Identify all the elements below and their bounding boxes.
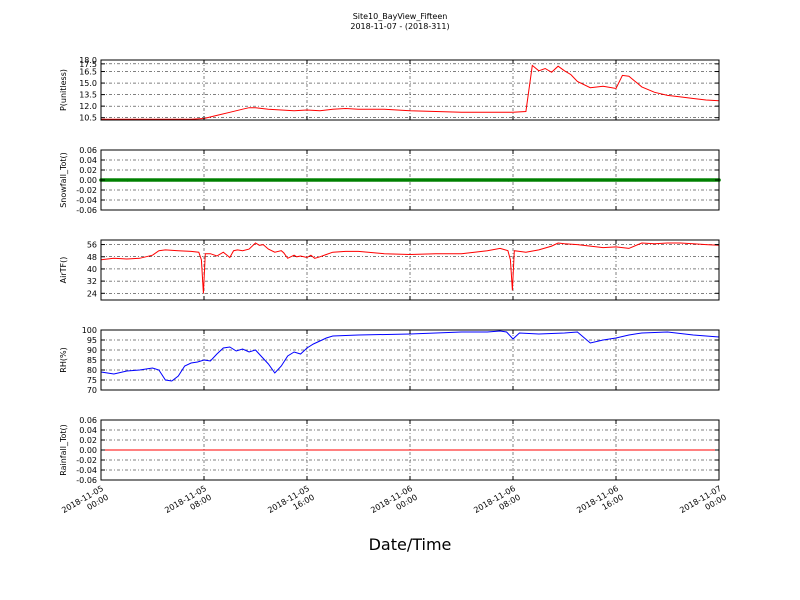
y-tick-label: 12.0 <box>79 102 97 111</box>
y-tick-label: 0.06 <box>79 146 97 155</box>
y-tick-label: -0.04 <box>76 196 97 205</box>
figure-title: Site10_BayView_Fifteen <box>353 12 448 21</box>
panel-1: 18.017.516.5 15.0 13.5 12.0 10.5 P(unitless) <box>59 56 720 123</box>
y-tick-label: 0.06 <box>79 416 97 425</box>
y-tick-label: 80 <box>87 366 97 375</box>
figure-subtitle: 2018-11-07 - (2018-311) <box>350 22 449 31</box>
y-axis-title: RH(%) <box>59 347 68 372</box>
y-tick-label: 13.5 <box>79 91 97 100</box>
y-tick-label: -0.06 <box>76 206 97 215</box>
panel-2: 0.060.040.020.00-0.02-0.04-0.06 Snowfall_… <box>59 146 721 215</box>
y-tick-label: 0.00 <box>79 176 97 185</box>
y-tick-label: 85 <box>87 356 97 365</box>
y-tick-label: 90 <box>87 346 97 355</box>
series-line <box>100 330 720 382</box>
y-tick-label: 75 <box>87 376 97 385</box>
y-tick-label: -0.02 <box>76 456 97 465</box>
y-tick-label: 0.04 <box>79 426 97 435</box>
y-axis-title: AirTF() <box>59 257 68 284</box>
y-tick-label: 16.5 <box>79 68 97 77</box>
y-tick-label: -0.04 <box>76 466 97 475</box>
series-line <box>101 64 720 120</box>
y-tick-label: 18.0 <box>79 56 97 65</box>
panels-group: 18.017.516.5 15.0 13.5 12.0 10.5 P(unitless) 0… <box>59 56 721 485</box>
y-tick-label: -0.02 <box>76 186 97 195</box>
y-tick-label: 17.5 <box>79 60 97 69</box>
y-tick-label: -0.06 <box>76 476 97 485</box>
panel-5: 0.060.040.020.00-0.02-0.04-0.06 Rainfall_… <box>59 416 720 485</box>
y-tick-label: 10.5 <box>79 114 97 123</box>
y-tick-label: 0.02 <box>79 166 97 175</box>
y-tick-label: 56 <box>87 241 97 250</box>
y-tick-label: 32 <box>87 277 97 286</box>
y-tick-label: 0.04 <box>79 156 97 165</box>
y-tick-label: 0.00 <box>79 446 97 455</box>
panel-3: 56 48 40 32 24 AirTF() <box>59 239 720 301</box>
y-tick-label: 100 <box>82 326 97 335</box>
x-axis-title: Date/Time <box>369 535 452 554</box>
series-line <box>100 242 720 294</box>
y-tick-label: 48 <box>87 253 97 262</box>
y-tick-label: 40 <box>87 265 97 274</box>
y-tick-label: 95 <box>87 336 97 345</box>
y-tick-label: 24 <box>87 289 97 298</box>
y-tick-label: 15.0 <box>79 79 97 88</box>
y-axis-title: P(unitless) <box>59 69 68 111</box>
y-tick-label: 0.02 <box>79 436 97 445</box>
y-axis-title: Rainfall_Tot() <box>59 424 68 476</box>
y-axis-title: Snowfall_Tot() <box>59 152 68 208</box>
y-tick-label: 70 <box>87 386 97 395</box>
